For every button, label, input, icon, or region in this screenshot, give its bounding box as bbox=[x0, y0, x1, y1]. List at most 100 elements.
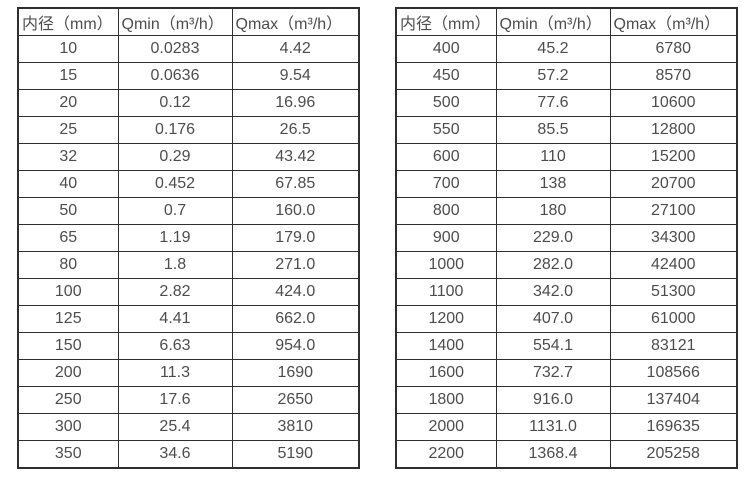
cell-qmax: 43.42 bbox=[231, 143, 360, 171]
col-header-diameter: 内径（mm） bbox=[395, 7, 497, 36]
cell-qmax: 9.54 bbox=[231, 62, 360, 90]
cell-qmin: 45.2 bbox=[495, 35, 611, 63]
flow-table-large-diameters: 内径（mm） Qmin（m³/h） Qmax（m³/h） 400 45.2 6780… bbox=[395, 7, 738, 469]
table-row: 20 0.12 16.96 bbox=[17, 89, 360, 117]
cell-qmax: 424.0 bbox=[231, 278, 360, 306]
cell-qmin: 77.6 bbox=[495, 89, 611, 117]
table-row: 25 0.176 26.5 bbox=[17, 116, 360, 144]
cell-qmin: 916.0 bbox=[495, 386, 611, 414]
table-body-right: 400 45.2 6780 450 57.2 8570 500 77.6 10600 550 85.… bbox=[395, 35, 738, 468]
header-row: 内径（mm） Qmin（m³/h） Qmax（m³/h） bbox=[17, 7, 360, 36]
cell-qmin: 0.0636 bbox=[117, 62, 233, 90]
cell-qmax: 1690 bbox=[231, 359, 360, 387]
cell-qmax: 954.0 bbox=[231, 332, 360, 360]
cell-qmin: 17.6 bbox=[117, 386, 233, 414]
cell-qmin: 0.452 bbox=[117, 170, 233, 198]
table-row: 80 1.8 271.0 bbox=[17, 251, 360, 279]
cell-qmin: 85.5 bbox=[495, 116, 611, 144]
table-row: 250 17.6 2650 bbox=[17, 386, 360, 414]
cell-diameter: 80 bbox=[17, 251, 119, 279]
cell-qmax: 42400 bbox=[609, 251, 738, 279]
cell-qmax: 169635 bbox=[609, 413, 738, 441]
cell-qmax: 662.0 bbox=[231, 305, 360, 333]
table-row: 150 6.63 954.0 bbox=[17, 332, 360, 360]
table-row: 300 25.4 3810 bbox=[17, 413, 360, 441]
cell-qmin: 110 bbox=[495, 143, 611, 171]
cell-diameter: 1200 bbox=[395, 305, 497, 333]
cell-qmax: 61000 bbox=[609, 305, 738, 333]
cell-diameter: 250 bbox=[17, 386, 119, 414]
cell-diameter: 20 bbox=[17, 89, 119, 117]
cell-qmax: 271.0 bbox=[231, 251, 360, 279]
cell-diameter: 150 bbox=[17, 332, 119, 360]
cell-diameter: 200 bbox=[17, 359, 119, 387]
table-row: 15 0.0636 9.54 bbox=[17, 62, 360, 90]
cell-qmin: 1.19 bbox=[117, 224, 233, 252]
cell-qmax: 27100 bbox=[609, 197, 738, 225]
cell-qmax: 137404 bbox=[609, 386, 738, 414]
table-row: 1000 282.0 42400 bbox=[395, 251, 738, 279]
table-row: 2000 1131.0 169635 bbox=[395, 413, 738, 441]
cell-diameter: 32 bbox=[17, 143, 119, 171]
cell-diameter: 550 bbox=[395, 116, 497, 144]
cell-qmin: 1368.4 bbox=[495, 440, 611, 468]
table-row: 900 229.0 34300 bbox=[395, 224, 738, 252]
table-row: 500 77.6 10600 bbox=[395, 89, 738, 117]
cell-qmax: 5190 bbox=[231, 440, 360, 468]
table-row: 400 45.2 6780 bbox=[395, 35, 738, 63]
table-row: 700 138 20700 bbox=[395, 170, 738, 198]
table-row: 10 0.0283 4.42 bbox=[17, 35, 360, 63]
cell-qmin: 6.63 bbox=[117, 332, 233, 360]
table-row: 32 0.29 43.42 bbox=[17, 143, 360, 171]
table-row: 1100 342.0 51300 bbox=[395, 278, 738, 306]
cell-qmax: 51300 bbox=[609, 278, 738, 306]
col-header-qmax: Qmax（m³/h） bbox=[609, 7, 738, 36]
cell-qmin: 229.0 bbox=[495, 224, 611, 252]
cell-qmax: 26.5 bbox=[231, 116, 360, 144]
cell-diameter: 125 bbox=[17, 305, 119, 333]
table-row: 350 34.6 5190 bbox=[17, 440, 360, 468]
table-row: 100 2.82 424.0 bbox=[17, 278, 360, 306]
cell-qmin: 732.7 bbox=[495, 359, 611, 387]
cell-qmin: 0.176 bbox=[117, 116, 233, 144]
flow-table-small-diameters: 内径（mm） Qmin（m³/h） Qmax（m³/h） 10 0.0283 4.4… bbox=[17, 7, 360, 469]
cell-qmax: 10600 bbox=[609, 89, 738, 117]
cell-diameter: 350 bbox=[17, 440, 119, 468]
cell-qmin: 25.4 bbox=[117, 413, 233, 441]
cell-diameter: 1600 bbox=[395, 359, 497, 387]
cell-qmax: 8570 bbox=[609, 62, 738, 90]
col-header-diameter: 内径（mm） bbox=[17, 7, 119, 36]
cell-qmin: 407.0 bbox=[495, 305, 611, 333]
table-body-left: 10 0.0283 4.42 15 0.0636 9.54 20 0.12 16.96 25 0.1… bbox=[17, 35, 360, 468]
cell-qmin: 0.7 bbox=[117, 197, 233, 225]
cell-qmax: 179.0 bbox=[231, 224, 360, 252]
cell-diameter: 10 bbox=[17, 35, 119, 63]
cell-qmax: 160.0 bbox=[231, 197, 360, 225]
table-row: 600 110 15200 bbox=[395, 143, 738, 171]
cell-qmax: 15200 bbox=[609, 143, 738, 171]
table-row: 2200 1368.4 205258 bbox=[395, 440, 738, 468]
table-row: 125 4.41 662.0 bbox=[17, 305, 360, 333]
cell-diameter: 1000 bbox=[395, 251, 497, 279]
col-header-qmin: Qmin（m³/h） bbox=[495, 7, 611, 36]
col-header-qmin: Qmin（m³/h） bbox=[117, 7, 233, 36]
table-row: 200 11.3 1690 bbox=[17, 359, 360, 387]
cell-qmax: 205258 bbox=[609, 440, 738, 468]
cell-diameter: 1100 bbox=[395, 278, 497, 306]
cell-qmin: 0.12 bbox=[117, 89, 233, 117]
cell-qmin: 4.41 bbox=[117, 305, 233, 333]
col-header-qmax: Qmax（m³/h） bbox=[231, 7, 360, 36]
cell-qmin: 180 bbox=[495, 197, 611, 225]
table-row: 1600 732.7 108566 bbox=[395, 359, 738, 387]
cell-qmax: 3810 bbox=[231, 413, 360, 441]
table-row: 1400 554.1 83121 bbox=[395, 332, 738, 360]
cell-qmin: 342.0 bbox=[495, 278, 611, 306]
cell-qmin: 1131.0 bbox=[495, 413, 611, 441]
cell-qmin: 2.82 bbox=[117, 278, 233, 306]
cell-diameter: 2200 bbox=[395, 440, 497, 468]
cell-qmin: 11.3 bbox=[117, 359, 233, 387]
cell-diameter: 500 bbox=[395, 89, 497, 117]
table-row: 450 57.2 8570 bbox=[395, 62, 738, 90]
cell-qmin: 138 bbox=[495, 170, 611, 198]
